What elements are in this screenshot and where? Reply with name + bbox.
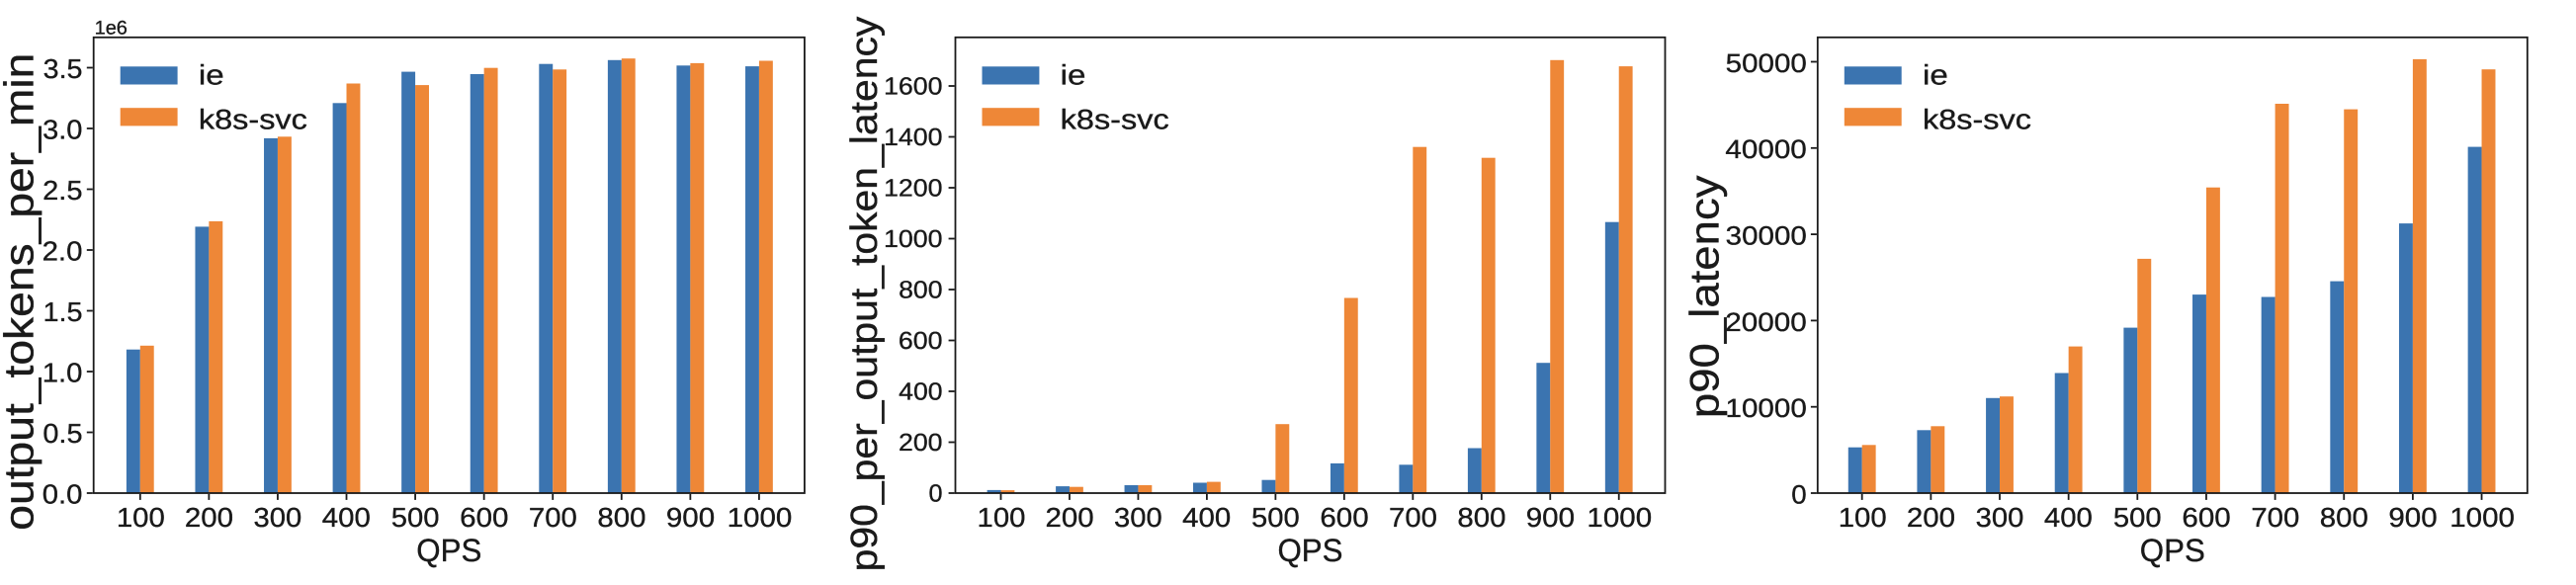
svg-text:QPS: QPS xyxy=(416,533,481,568)
svg-text:400: 400 xyxy=(2044,502,2093,533)
svg-text:1000: 1000 xyxy=(2449,502,2515,533)
svg-text:100: 100 xyxy=(978,502,1026,533)
svg-text:ie: ie xyxy=(199,60,224,92)
svg-text:900: 900 xyxy=(666,502,715,533)
svg-text:k8s-svc: k8s-svc xyxy=(1923,105,2031,136)
svg-text:output_tokens_per_min: output_tokens_per_min xyxy=(0,53,43,531)
svg-text:600: 600 xyxy=(1320,502,1368,533)
svg-text:800: 800 xyxy=(2320,502,2368,533)
svg-text:2.5: 2.5 xyxy=(43,175,82,206)
svg-text:1200: 1200 xyxy=(884,175,943,203)
svg-text:1600: 1600 xyxy=(884,73,943,101)
svg-text:1e6: 1e6 xyxy=(95,18,128,40)
svg-text:2.0: 2.0 xyxy=(43,236,83,267)
svg-text:500: 500 xyxy=(2113,502,2162,533)
svg-text:30000: 30000 xyxy=(1726,221,1807,251)
svg-text:300: 300 xyxy=(1976,502,2024,533)
svg-text:0: 0 xyxy=(1791,479,1806,509)
svg-text:800: 800 xyxy=(597,502,645,533)
svg-text:20000: 20000 xyxy=(1725,307,1807,337)
svg-text:QPS: QPS xyxy=(2140,533,2205,568)
svg-text:300: 300 xyxy=(1114,502,1162,533)
svg-text:k8s-svc: k8s-svc xyxy=(199,105,307,136)
svg-text:k8s-svc: k8s-svc xyxy=(1061,105,1169,136)
svg-text:QPS: QPS xyxy=(1278,533,1343,568)
svg-text:p90_latency: p90_latency xyxy=(1680,175,1727,418)
svg-text:300: 300 xyxy=(254,502,302,533)
svg-text:600: 600 xyxy=(460,502,508,533)
svg-text:3.5: 3.5 xyxy=(43,53,83,84)
svg-text:500: 500 xyxy=(391,502,440,533)
svg-text:100: 100 xyxy=(1839,502,1887,533)
svg-text:700: 700 xyxy=(2251,502,2299,533)
svg-text:200: 200 xyxy=(1907,502,1955,533)
svg-text:200: 200 xyxy=(899,429,943,457)
svg-text:10000: 10000 xyxy=(1726,393,1807,423)
svg-text:1000: 1000 xyxy=(1587,502,1652,533)
svg-text:1000: 1000 xyxy=(884,225,943,253)
svg-text:0.5: 0.5 xyxy=(43,418,82,449)
svg-text:1000: 1000 xyxy=(728,502,793,533)
svg-text:1.0: 1.0 xyxy=(43,358,83,388)
svg-text:1.5: 1.5 xyxy=(43,296,83,327)
svg-text:600: 600 xyxy=(2182,502,2230,533)
svg-text:900: 900 xyxy=(2388,502,2437,533)
svg-text:600: 600 xyxy=(899,327,943,355)
svg-text:500: 500 xyxy=(1251,502,1300,533)
svg-text:ie: ie xyxy=(1061,60,1086,92)
svg-text:3.0: 3.0 xyxy=(43,115,82,145)
svg-text:200: 200 xyxy=(185,502,233,533)
svg-text:p90_per_output_token_latency: p90_per_output_token_latency xyxy=(844,17,886,572)
svg-text:100: 100 xyxy=(117,502,165,533)
svg-text:40000: 40000 xyxy=(1725,134,1806,164)
svg-text:700: 700 xyxy=(529,502,577,533)
svg-text:700: 700 xyxy=(1389,502,1437,533)
svg-text:0.0: 0.0 xyxy=(43,479,83,510)
svg-text:800: 800 xyxy=(1457,502,1505,533)
svg-text:1400: 1400 xyxy=(884,124,943,151)
svg-text:400: 400 xyxy=(899,378,942,406)
svg-text:400: 400 xyxy=(1182,502,1231,533)
svg-text:0: 0 xyxy=(929,480,943,508)
svg-text:800: 800 xyxy=(899,277,942,304)
svg-text:400: 400 xyxy=(322,502,371,533)
svg-text:900: 900 xyxy=(1526,502,1575,533)
svg-text:ie: ie xyxy=(1923,60,1948,92)
svg-text:200: 200 xyxy=(1046,502,1094,533)
svg-text:50000: 50000 xyxy=(1726,48,1807,78)
